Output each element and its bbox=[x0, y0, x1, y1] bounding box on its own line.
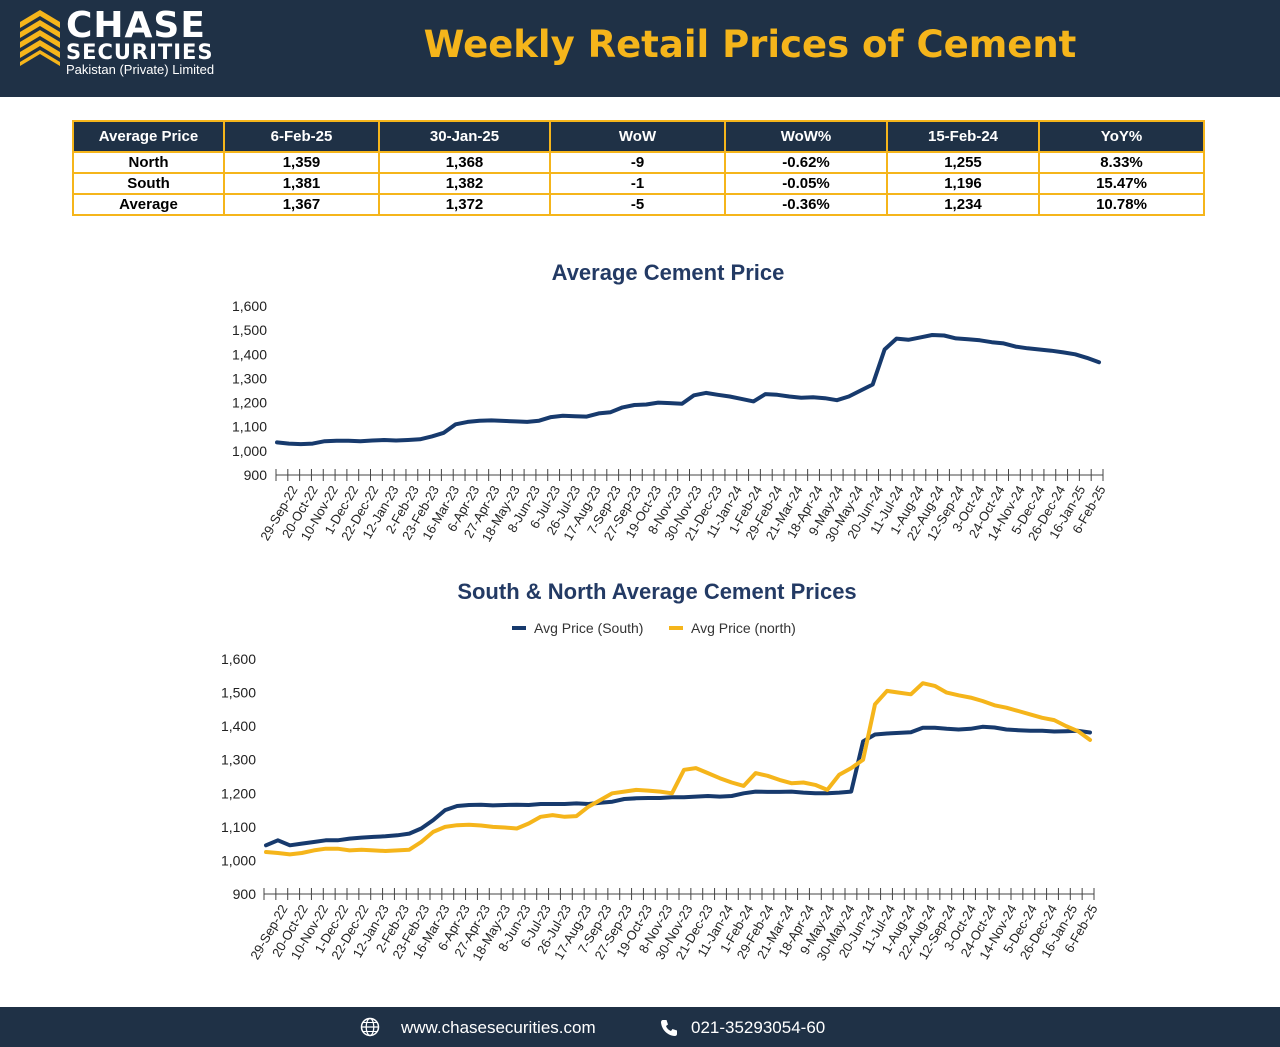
table-cell: -1 bbox=[549, 172, 726, 195]
series-line-average-price bbox=[275, 333, 1101, 447]
globe-icon bbox=[360, 1017, 380, 1037]
y-tick-label: 1,200 bbox=[232, 395, 267, 411]
table-cell: -0.05% bbox=[724, 172, 888, 195]
table-header-cell: 30-Jan-25 bbox=[378, 120, 551, 153]
table-header-cell: Average Price bbox=[72, 120, 225, 153]
table-cell: 1,372 bbox=[378, 193, 551, 216]
table-cell: -9 bbox=[549, 151, 726, 174]
table-cell: North bbox=[72, 151, 225, 174]
table-cell: 15.47% bbox=[1038, 172, 1205, 195]
table-cell: 1,255 bbox=[886, 151, 1040, 174]
table-row: Average 1,367 1,372 -5 -0.36% 1,234 10.7… bbox=[72, 193, 1205, 216]
table-cell: 1,382 bbox=[378, 172, 551, 195]
table-cell: 1,234 bbox=[886, 193, 1040, 216]
chase-logo-icon bbox=[20, 10, 60, 66]
website-link[interactable]: www.chasesecurities.com bbox=[401, 1018, 596, 1037]
table-header-cell: 6-Feb-25 bbox=[223, 120, 380, 153]
y-tick-label: 1,600 bbox=[221, 651, 256, 667]
table-cell: -0.36% bbox=[724, 193, 888, 216]
page-title: Weekly Retail Prices of Cement bbox=[423, 23, 1077, 66]
chart-title: South & North Average Cement Prices bbox=[457, 579, 856, 604]
table-cell: 1,368 bbox=[378, 151, 551, 174]
footer-bar: www.chasesecurities.com 021-35293054-60 bbox=[0, 1007, 1280, 1047]
brand-tagline: Pakistan (Private) Limited bbox=[66, 62, 215, 77]
chart-title: Average Cement Price bbox=[552, 260, 785, 285]
table-header-cell: WoW bbox=[549, 120, 726, 153]
y-tick-label: 1,500 bbox=[221, 685, 256, 701]
table-header-cell: WoW% bbox=[724, 120, 888, 153]
y-tick-label: 1,400 bbox=[232, 346, 267, 362]
table-cell: -0.62% bbox=[724, 151, 888, 174]
table-cell: South bbox=[72, 172, 225, 195]
table-cell: 10.78% bbox=[1038, 193, 1205, 216]
y-tick-label: 1,000 bbox=[221, 852, 256, 868]
header-bar: CHASE SECURITIES Pakistan (Private) Limi… bbox=[0, 0, 1280, 97]
legend-label: Avg Price (north) bbox=[691, 620, 796, 636]
y-tick-label: 1,100 bbox=[232, 419, 267, 435]
table-cell: 1,196 bbox=[886, 172, 1040, 195]
south-north-price-chart: South & North Average Cement Prices 900 1,… bbox=[221, 579, 1101, 963]
average-price-chart: Average Cement Price 900 1,000 1,100 1,200 1,… bbox=[232, 260, 1109, 544]
table-cell: 1,381 bbox=[223, 172, 380, 195]
y-tick-label: 1,000 bbox=[232, 443, 267, 459]
legend-label: Avg Price (South) bbox=[534, 620, 643, 636]
y-tick-label: 1,300 bbox=[232, 370, 267, 386]
series-line-avg-price-north bbox=[264, 681, 1092, 857]
price-summary-table: Average Price 6-Feb-25 30-Jan-25 WoW WoW… bbox=[72, 120, 1205, 216]
table-header-row: Average Price 6-Feb-25 30-Jan-25 WoW WoW… bbox=[72, 120, 1205, 153]
y-tick-label: 1,100 bbox=[221, 819, 256, 835]
y-tick-label: 900 bbox=[233, 886, 257, 902]
y-tick-label: 900 bbox=[244, 467, 268, 483]
brand-name: CHASE bbox=[66, 5, 206, 46]
table-cell: 1,367 bbox=[223, 193, 380, 216]
brand-subname: SECURITIES bbox=[66, 40, 214, 64]
table-row: North 1,359 1,368 -9 -0.62% 1,255 8.33% bbox=[72, 151, 1205, 174]
table-cell: 8.33% bbox=[1038, 151, 1205, 174]
y-tick-label: 1,200 bbox=[221, 785, 256, 801]
table-cell: 1,359 bbox=[223, 151, 380, 174]
table-cell: -5 bbox=[549, 193, 726, 216]
series-line-avg-price-south bbox=[264, 724, 1092, 848]
phone-icon bbox=[661, 1020, 677, 1036]
y-tick-label: 1,500 bbox=[232, 322, 267, 338]
table-header-cell: YoY% bbox=[1038, 120, 1205, 153]
table-cell: Average bbox=[72, 193, 225, 216]
table-header-cell: 15-Feb-24 bbox=[886, 120, 1040, 153]
phone-number: 021-35293054-60 bbox=[691, 1018, 826, 1037]
y-tick-label: 1,600 bbox=[232, 298, 267, 314]
table-row: South 1,381 1,382 -1 -0.05% 1,196 15.47% bbox=[72, 172, 1205, 195]
y-tick-label: 1,400 bbox=[221, 718, 256, 734]
y-tick-label: 1,300 bbox=[221, 752, 256, 768]
